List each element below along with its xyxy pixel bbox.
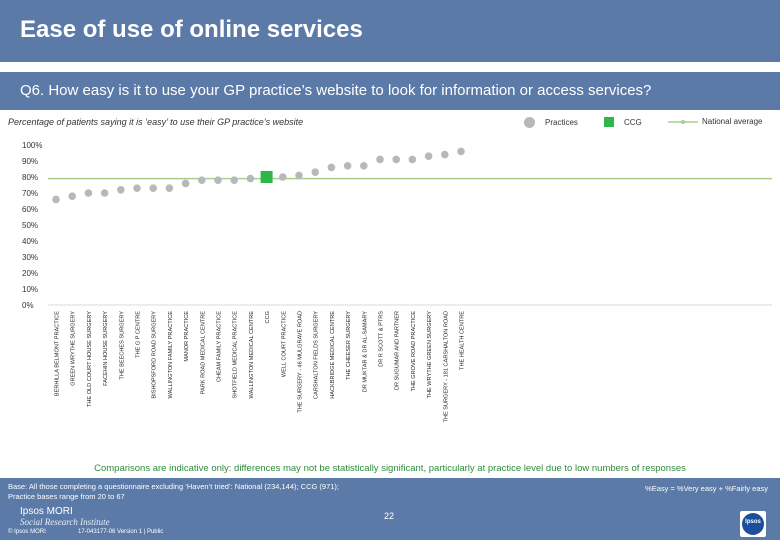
y-tick-label: 40% (22, 237, 38, 246)
x-category-label: CCG (265, 311, 271, 323)
y-tick-label: 0% (22, 301, 34, 310)
national-line-icon (668, 119, 698, 124)
ipsos-mori-logo-text: Ipsos MORI (20, 506, 73, 517)
x-category-label: THE GROVE ROAD PRACTICE (411, 311, 417, 392)
comparison-note: Comparisons are indicative only: differe… (94, 463, 686, 474)
legend-label-practices: Practices (545, 118, 578, 127)
x-category-label: GREEN WRYTHE SURGERY (71, 311, 77, 386)
y-tick-label: 90% (22, 157, 38, 166)
practice-point (360, 162, 368, 170)
x-category-label: FACEHIN HOUSE SURGERY (103, 311, 109, 386)
practice-point (230, 176, 238, 184)
practice-point (441, 150, 449, 159)
base-line-2: Practice bases range from 20 to 67 (8, 492, 125, 501)
legend-item-ccg: CCG (604, 117, 642, 127)
x-category-label: DR SUGUMAR AND PARTNER (395, 311, 401, 390)
practice-point (149, 184, 157, 192)
practice-point (392, 155, 401, 164)
page-title: Ease of use of online services (20, 16, 363, 43)
practice-point (84, 189, 93, 197)
practice-point (133, 184, 141, 192)
copyright-text: © Ipsos MORI (8, 529, 46, 535)
practice-point (279, 173, 287, 181)
x-category-label: WALLINGTON MEDICAL CENTRE (249, 311, 255, 399)
x-category-label: THE BEECHES SURGERY (119, 311, 125, 380)
version-text: 17-043177-06 Version 1 | Public (78, 529, 164, 535)
legend-item-practices: Practices (524, 117, 578, 128)
x-category-label: THE WRYTHE GREEN SURGERY (427, 311, 433, 399)
base-line-1: Base: All those completing a questionnai… (8, 482, 340, 491)
practice-marker-icon (524, 117, 535, 128)
x-category-label: CHEAM FAMILY PRACTICE (217, 311, 223, 382)
x-category-label: HACKBRIDGE MEDICAL CENTRE (330, 311, 336, 399)
practice-point (68, 192, 76, 200)
x-category-label: SHOTFIELD MEDICAL PRACTICE (233, 311, 239, 399)
practice-point (295, 171, 303, 180)
y-tick-label: 100% (22, 141, 42, 150)
y-tick-label: 20% (22, 269, 38, 278)
practice-point (198, 176, 206, 184)
practice-point (117, 186, 125, 194)
practice-point (52, 195, 60, 204)
question-bar: Q6. How easy is it to use your GP practi… (0, 72, 780, 110)
x-category-label: BERHILLA BELMONT PRACTICE (55, 311, 61, 396)
legend-label-national: National average (702, 117, 763, 126)
chart-legend: Practices CCG National average (0, 117, 780, 131)
x-category-label: MANOR PRACTICE (184, 311, 190, 362)
practice-point (214, 176, 222, 184)
title-bar: Ease of use of online services (0, 0, 780, 62)
y-tick-label: 80% (22, 173, 38, 182)
base-note: Base: All those completing a questionnai… (8, 482, 408, 502)
x-category-label: DR MUKTAR & DR AL-SAMARY (362, 311, 368, 392)
x-category-label: THE SURGERY - 46 MULGRAVE ROAD (298, 311, 304, 413)
practice-point (165, 184, 174, 192)
practice-point (327, 163, 336, 172)
practice-point (424, 152, 433, 160)
page-number: 22 (384, 511, 395, 521)
ccg-point (260, 171, 273, 183)
ipsos-badge-text: Ipsos (745, 519, 761, 525)
x-category-label: WELL COURT PRACTICE (281, 311, 287, 377)
x-category-label: WALLINGTON FAMILY PRACTICE (168, 311, 174, 399)
x-category-label: THE CHEESER SURGERY (346, 311, 352, 380)
social-research-institute-text: Social Research Institute (20, 517, 110, 527)
practice-point (100, 189, 109, 197)
x-category-label: CARSHALTON FIELDS SURGERY (314, 311, 320, 399)
footer: Base: All those completing a questionnai… (0, 478, 780, 540)
y-tick-label: 60% (22, 205, 38, 214)
x-category-label: THE HEALTH CENTRE (460, 311, 466, 370)
legend-label-ccg: CCG (624, 117, 642, 127)
question-text: Q6. How easy is it to use your GP practi… (20, 82, 652, 99)
chart-area: 0% 10% 20% 30% 40% 50% 60% 70% 80% 90% 100% BERHILL… (22, 141, 772, 423)
practice-point (343, 162, 352, 170)
x-category-label: THE SURGERY - 181 CARSHALTON ROAD (443, 311, 449, 423)
legend-item-national: National average (668, 117, 762, 126)
practice-point (408, 155, 417, 164)
ipsos-logo-icon: Ipsos (740, 511, 766, 537)
x-category-label: THE OLD COURT HOUSE SURGERY (87, 311, 93, 407)
practice-point (457, 147, 465, 156)
y-tick-label: 10% (22, 285, 38, 294)
practice-point (246, 174, 255, 183)
y-tick-label: 50% (22, 221, 38, 230)
x-category-label: PARK ROAD MEDICAL CENTRE (200, 311, 206, 395)
practice-point (181, 179, 190, 188)
easy-formula: %Easy = %Very easy + %Fairly easy (645, 484, 768, 493)
chart-subtitle: Percentage of patients saying it is ‘eas… (8, 117, 304, 127)
practice-point (376, 155, 384, 164)
y-tick-label: 30% (22, 253, 38, 262)
y-tick-label: 70% (22, 189, 38, 198)
x-category-label: DR R SCOTT & PTRS (379, 311, 385, 367)
ccg-marker-icon (604, 117, 614, 127)
practice-point (311, 168, 320, 176)
x-category-label: THE G P CENTRE (136, 311, 142, 358)
x-category-label: BISHOPSFORD ROAD SURGERY (152, 311, 158, 399)
